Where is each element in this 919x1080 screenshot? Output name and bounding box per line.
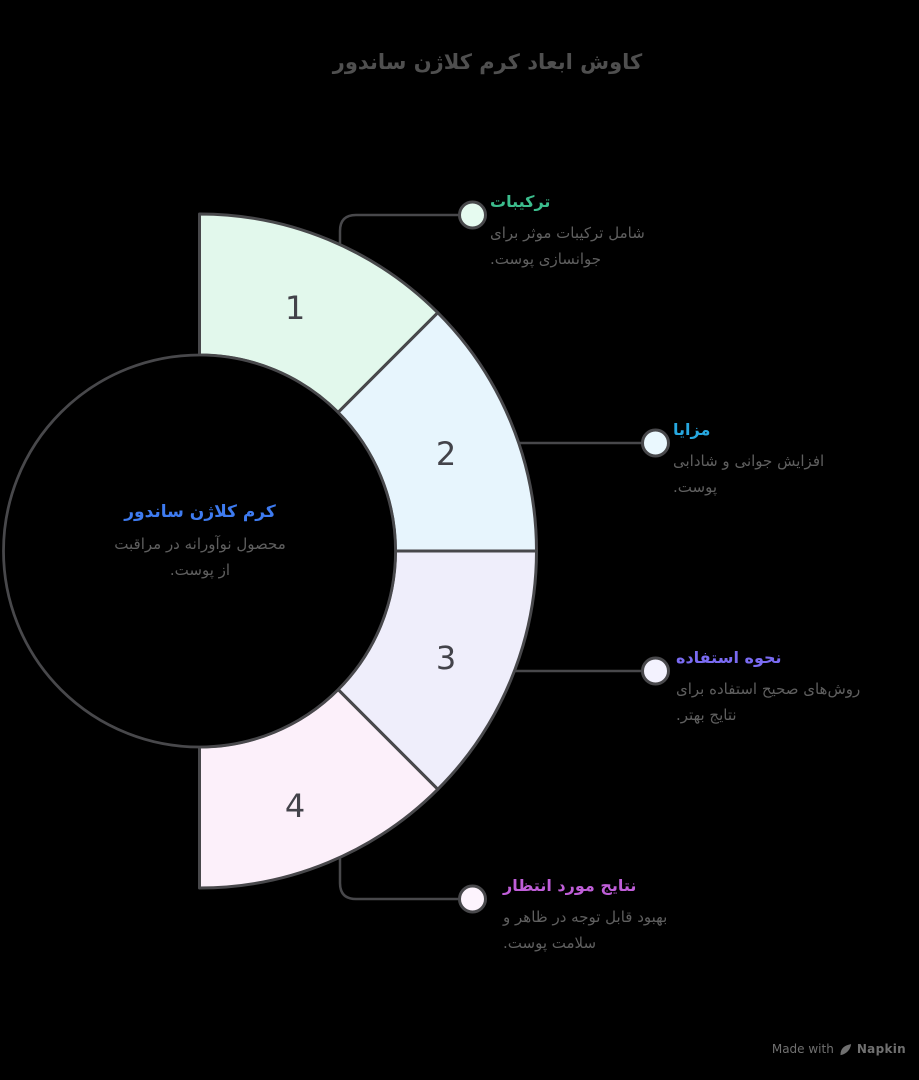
callout-ingredients-description: شامل ترکیبات موثر برای جوانسازی پوست. [490, 224, 645, 269]
callout-usage: نحوه استفاده روش‌های صحیح استفاده برای ن… [676, 648, 891, 729]
callout-dot-1 [458, 200, 487, 230]
callout-expected-results-title: نتایج مورد انتظار [503, 876, 637, 895]
callout-dots [458, 200, 670, 914]
segment-3-number: 3 [436, 639, 456, 677]
callout-benefits-title: مزایا [673, 420, 711, 439]
segment-numbers: 1 2 3 4 [285, 289, 456, 825]
callout-dot-2 [641, 428, 670, 458]
center-description: محصول نوآورانه در مراقبت از پوست. [114, 535, 286, 580]
watermark-brand: Napkin [856, 1042, 906, 1056]
segment-1-number: 1 [285, 289, 305, 327]
callout-usage-description: روش‌های صحیح استفاده برای نتایج بهتر. [676, 680, 861, 725]
segment-4-number: 4 [285, 787, 305, 825]
callout-ingredients-title: ترکیبات [490, 192, 551, 211]
center-circle [2, 353, 397, 749]
page-title: کاوش ابعاد کرم کلاژن ساندور [332, 50, 643, 74]
callout-connectors [338, 213, 643, 901]
watermark-prefix: Made with [771, 1042, 834, 1056]
connector-segment-4 [338, 857, 460, 901]
callout-benefits: مزایا افزایش جوانی و شادابی پوست. [673, 420, 831, 501]
callout-dot-4 [458, 884, 487, 914]
callout-dot-3 [641, 656, 670, 686]
callout-usage-title: نحوه استفاده [676, 648, 782, 667]
callout-expected-results-description: بهبود قابل توجه در ظاهر و سلامت پوست. [503, 908, 668, 953]
watermark: Made with Napkin [772, 1042, 906, 1056]
callout-benefits-description: افزایش جوانی و شادابی پوست. [673, 452, 825, 497]
callout-ingredients: ترکیبات شامل ترکیبات موثر برای جوانسازی … [490, 192, 655, 273]
center-label: کرم کلاژن ساندور محصول نوآورانه در مراقب… [40, 502, 360, 584]
center-title: کرم کلاژن ساندور [124, 502, 276, 522]
callout-expected-results: نتایج مورد انتظار بهبود قابل توجه در ظاه… [503, 876, 695, 957]
segment-2-number: 2 [436, 435, 456, 473]
connector-segment-1 [338, 213, 460, 245]
napkin-pen-icon [840, 1043, 851, 1055]
